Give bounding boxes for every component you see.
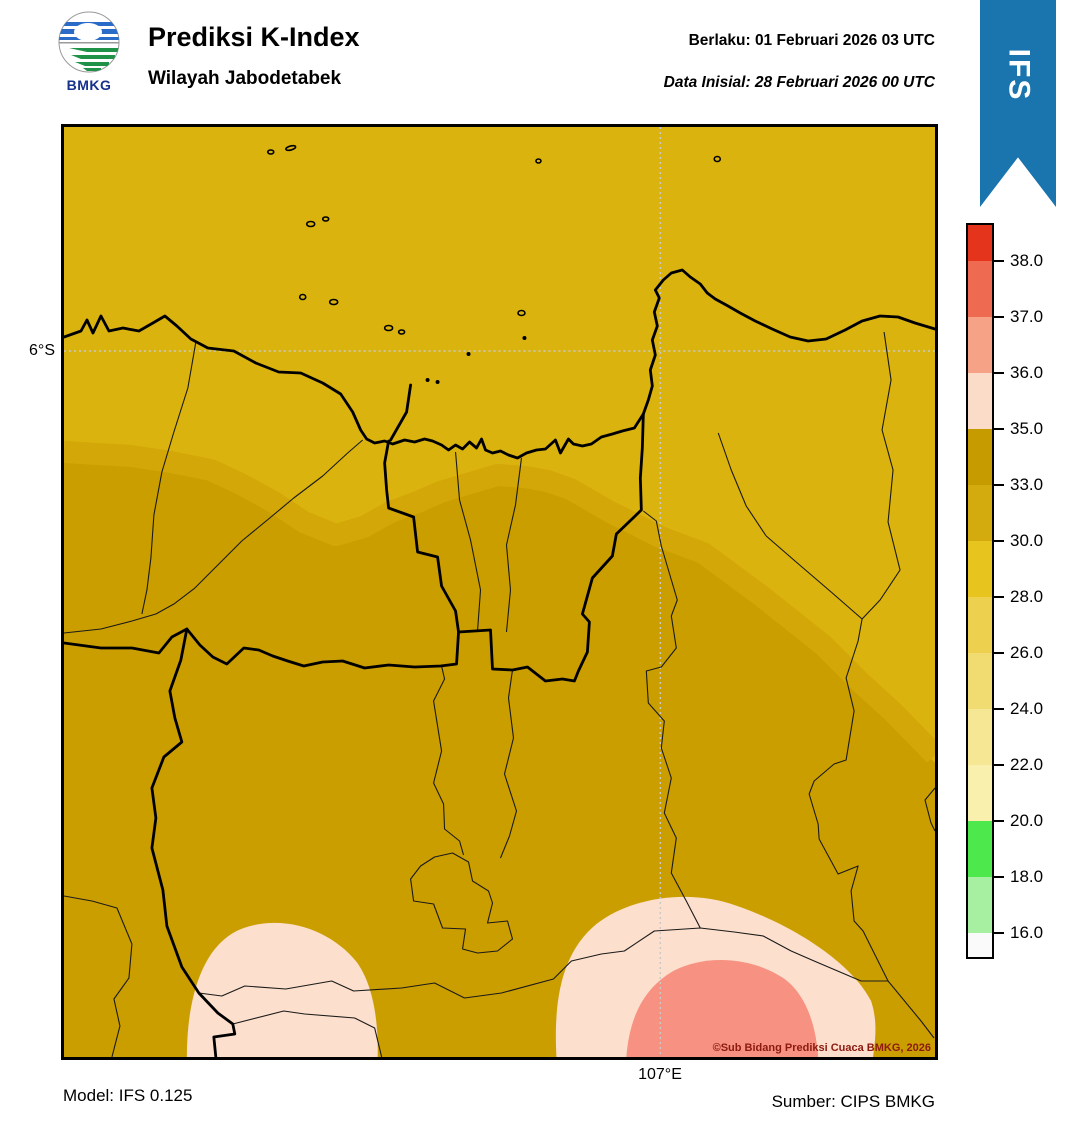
- model-ribbon-text: IFS: [1001, 48, 1035, 102]
- colorbar-tick: [994, 820, 1004, 822]
- model-label: Model: IFS 0.125: [63, 1086, 193, 1105]
- colorbar-tick-label: 26.0: [1010, 643, 1044, 662]
- colorbar-tick: [994, 876, 1004, 878]
- colorbar-tick: [994, 428, 1004, 430]
- colorbar-tick-label: 37.0: [1010, 307, 1044, 326]
- lon-axis-label: 107°E: [638, 1066, 682, 1083]
- colorbar-segment: [968, 373, 992, 429]
- district-boundaries: [64, 331, 935, 1057]
- colorbar-segment: [968, 317, 992, 373]
- colorbar-tick-label: 22.0: [1010, 755, 1044, 774]
- colorbar-tick-label: 30.0: [1010, 531, 1044, 550]
- colorbar-segment: [968, 485, 992, 541]
- colorbar-tick: [994, 260, 1004, 262]
- colorbar-segment: [968, 541, 992, 597]
- colorbar-tick: [994, 708, 1004, 710]
- colorbar-tick: [994, 372, 1004, 374]
- colorbar-segment: [968, 429, 992, 485]
- coastline-and-province-boundaries: [64, 268, 935, 1057]
- colorbar-tick-label: 38.0: [1010, 251, 1044, 270]
- thousand-islands-dots: [425, 336, 527, 384]
- colorbar-tick-label: 18.0: [1010, 867, 1044, 886]
- thousand-islands: [266, 144, 722, 335]
- banten-westjava-boundary: [64, 627, 460, 670]
- colorbar-tick-label: 20.0: [1010, 811, 1044, 830]
- colorbar-segment: [968, 877, 992, 933]
- colorbar: 38.0 37.0 36.0 35.0 33.0 30.0 28.0 26.0 24.0 22.0…: [966, 223, 1072, 968]
- colorbar-tick: [994, 652, 1004, 654]
- jakarta-province-boundary: [383, 412, 645, 683]
- colorbar-tick: [994, 932, 1004, 934]
- map-panel: ©Sub Bidang Prediksi Cuaca BMKG, 2026: [61, 124, 938, 1060]
- map-copyright: ©Sub Bidang Prediksi Cuaca BMKG, 2026: [712, 1042, 931, 1054]
- colorbar-segment: [968, 225, 992, 261]
- source-label: Sumber: CIPS BMKG: [771, 1092, 935, 1111]
- kindex-region-salmon: [626, 960, 819, 1057]
- colorbar-scale: [966, 223, 994, 959]
- colorbar-tick-label: 16.0: [1010, 923, 1044, 942]
- k-index-map: [64, 127, 935, 1057]
- colorbar-segment: [968, 933, 992, 957]
- colorbar-segment: [968, 765, 992, 821]
- colorbar-tick-label: 35.0: [1010, 419, 1044, 438]
- colorbar-segment: [968, 653, 992, 709]
- colorbar-tick-label: 24.0: [1010, 699, 1044, 718]
- colorbar-segment: [968, 597, 992, 653]
- banten-westjava-boundary-south: [150, 627, 237, 1057]
- colorbar-tick: [994, 316, 1004, 318]
- bmkg-logo-icon: [58, 11, 120, 73]
- colorbar-tick: [994, 764, 1004, 766]
- valid-time-label: Berlaku: 01 Februari 2026 03 UTC: [688, 32, 935, 49]
- model-ribbon: IFS: [980, 0, 1056, 207]
- lat-axis-label: 6°S: [29, 342, 55, 359]
- colorbar-tick-label: 33.0: [1010, 475, 1044, 494]
- bmkg-logo: BMKG: [50, 10, 128, 93]
- bmkg-logo-text: BMKG: [66, 77, 112, 93]
- kindex-contour-transition: [64, 441, 935, 763]
- colorbar-tick: [994, 484, 1004, 486]
- colorbar-segment: [968, 261, 992, 317]
- initial-data-label: Data Inisial: 28 Februari 2026 00 UTC: [663, 74, 935, 91]
- page-title: Prediksi K-Index: [148, 22, 360, 52]
- sea-boundary-stub: [389, 383, 413, 442]
- coastline: [64, 268, 935, 460]
- colorbar-tick-label: 36.0: [1010, 363, 1044, 382]
- colorbar-tick-label: 28.0: [1010, 587, 1044, 606]
- colorbar-segment: [968, 709, 992, 765]
- colorbar-tick: [994, 596, 1004, 598]
- colorbar-segment: [968, 821, 992, 877]
- page-subtitle: Wilayah Jabodetabek: [148, 68, 342, 89]
- colorbar-tick: [994, 540, 1004, 542]
